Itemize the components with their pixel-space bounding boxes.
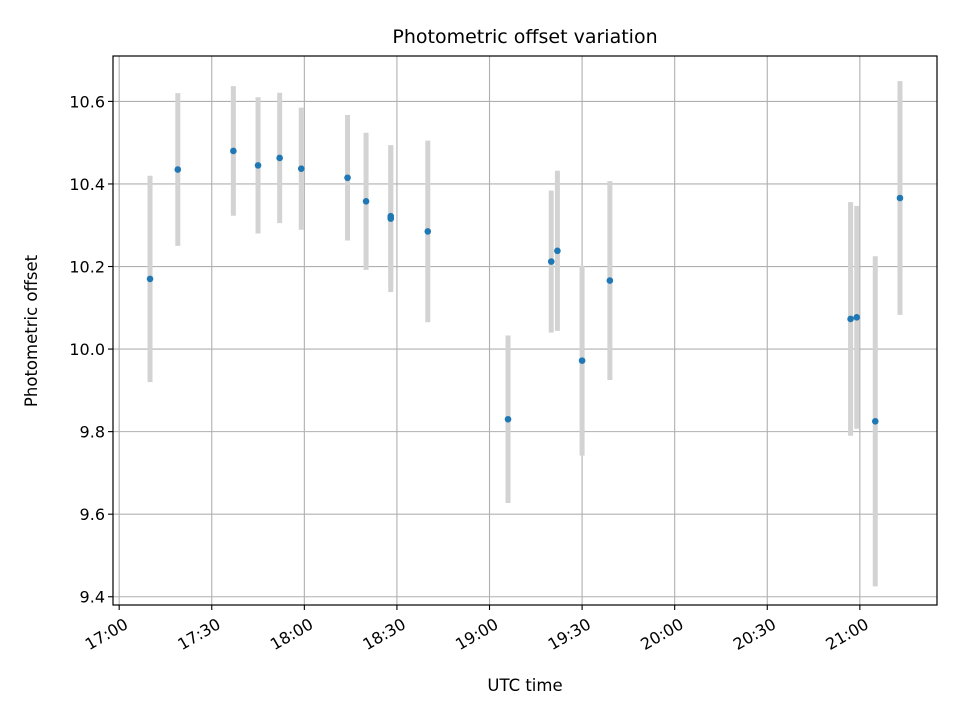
- data-point: [297, 165, 305, 172]
- data-point: [254, 162, 262, 169]
- y-tick-label: 10.0: [69, 340, 105, 359]
- data-point: [146, 275, 154, 283]
- y-tick-label: 10.2: [69, 258, 105, 277]
- data-point: [896, 194, 904, 202]
- y-axis-label: Photometric offset: [22, 254, 41, 407]
- data-point: [547, 258, 555, 265]
- data-point: [554, 247, 561, 255]
- data-point: [424, 228, 432, 235]
- chart-title: Photometric offset variation: [392, 26, 657, 48]
- y-axis-ticks: 9.4 9.6 9.8 10.0 10.2 10.4 10.6: [69, 92, 113, 607]
- data-points: [146, 147, 904, 425]
- data-point: [606, 277, 614, 284]
- data-point: [174, 166, 182, 173]
- y-tick-label: 10.6: [69, 92, 105, 111]
- data-point: [344, 174, 351, 182]
- x-axis-label: UTC time: [487, 676, 562, 695]
- data-point: [387, 212, 395, 220]
- y-tick-label: 10.4: [69, 175, 105, 194]
- y-tick-label: 9.8: [80, 423, 105, 442]
- data-point: [578, 357, 586, 364]
- data-point: [871, 418, 879, 425]
- data-point: [847, 315, 854, 323]
- data-point: [504, 415, 512, 423]
- y-tick-label: 9.6: [80, 505, 105, 524]
- plot-frame: [112, 55, 938, 606]
- data-point: [362, 197, 370, 205]
- data-point: [853, 313, 861, 321]
- data-point: [276, 154, 283, 162]
- data-point: [230, 147, 237, 155]
- y-tick-label: 9.4: [80, 588, 105, 607]
